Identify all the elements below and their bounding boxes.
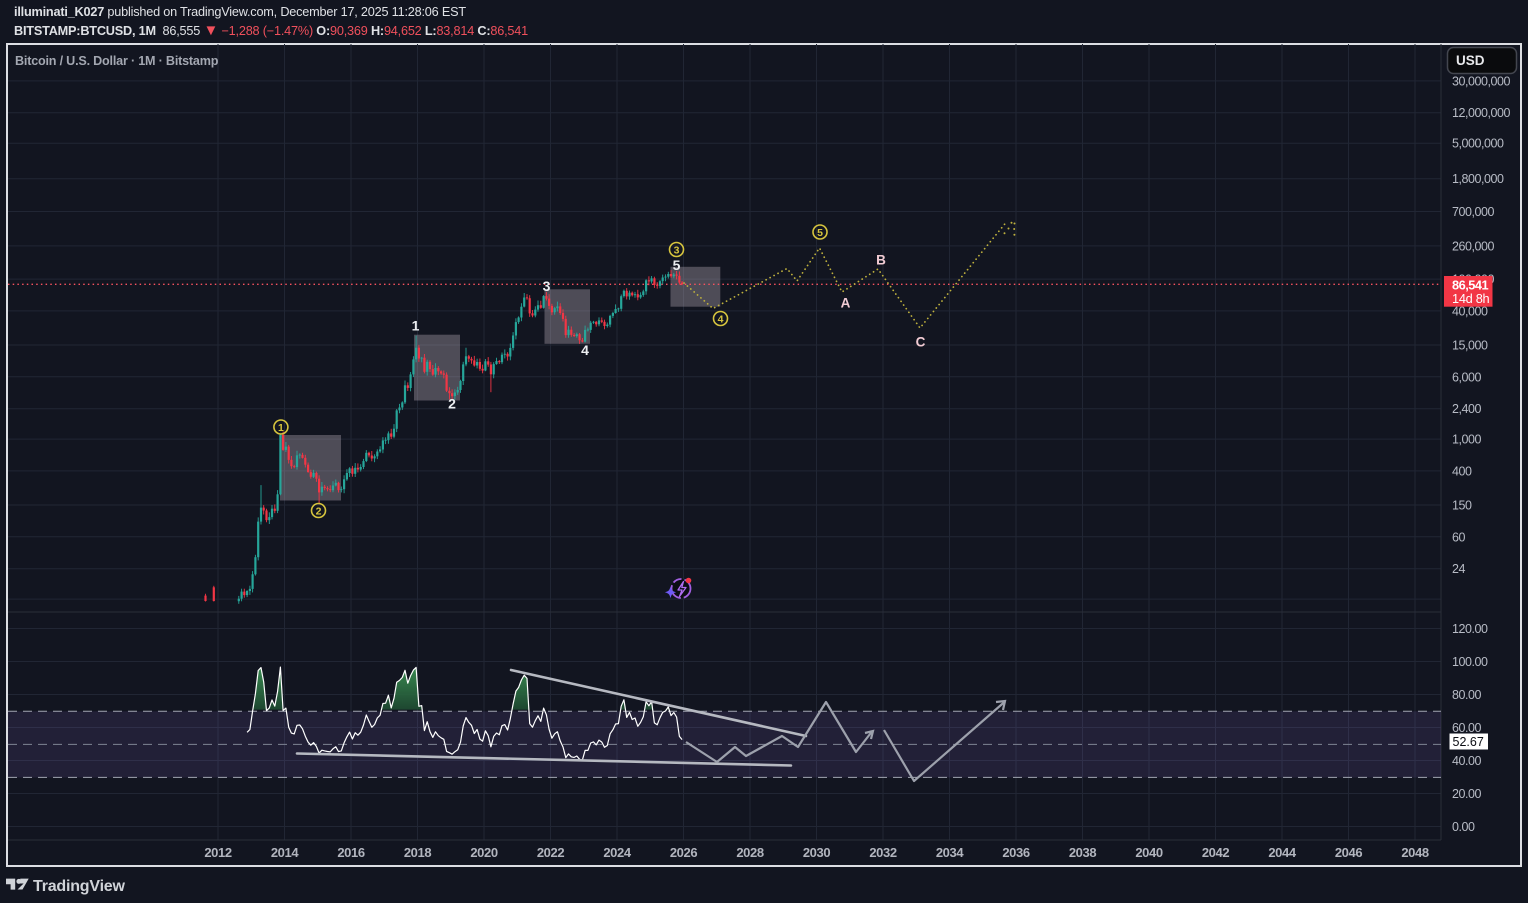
svg-text:5,000,000: 5,000,000: [1452, 137, 1504, 151]
svg-text:1,000: 1,000: [1452, 433, 1482, 447]
svg-text:2014: 2014: [271, 845, 299, 860]
svg-text:0.00: 0.00: [1452, 820, 1475, 834]
svg-text:Bitcoin / U.S. Dollar · 1M · B: Bitcoin / U.S. Dollar · 1M · Bitstamp: [15, 54, 219, 68]
svg-text:2018: 2018: [404, 845, 431, 860]
svg-text:6,000: 6,000: [1452, 370, 1482, 384]
svg-text:700,000: 700,000: [1452, 205, 1495, 219]
svg-text:USD: USD: [1456, 53, 1485, 68]
svg-text:15,000: 15,000: [1452, 339, 1488, 353]
svg-text:2016: 2016: [337, 845, 364, 860]
svg-text:52.67: 52.67: [1453, 735, 1484, 749]
svg-text:80.00: 80.00: [1452, 688, 1482, 702]
svg-text:B: B: [876, 253, 886, 268]
svg-text:120.00: 120.00: [1452, 622, 1488, 636]
svg-text:2: 2: [448, 396, 456, 412]
svg-text:3: 3: [674, 244, 680, 256]
svg-text:14d 8h: 14d 8h: [1452, 291, 1490, 306]
svg-text:2022: 2022: [537, 845, 564, 860]
svg-text:260,000: 260,000: [1452, 239, 1495, 253]
svg-text:5: 5: [817, 227, 823, 239]
svg-text:1: 1: [412, 318, 420, 334]
svg-text:C: C: [916, 335, 926, 350]
svg-text:2020: 2020: [470, 845, 497, 860]
svg-text:20.00: 20.00: [1452, 787, 1482, 801]
svg-text:40,000: 40,000: [1452, 304, 1488, 318]
svg-text:2042: 2042: [1202, 845, 1229, 860]
svg-text:40.00: 40.00: [1452, 754, 1482, 768]
svg-text:86,541: 86,541: [1452, 278, 1489, 293]
svg-text:4: 4: [718, 313, 724, 325]
svg-text:12,000,000: 12,000,000: [1452, 106, 1511, 120]
svg-text:2034: 2034: [936, 845, 964, 860]
svg-text:2040: 2040: [1135, 845, 1162, 860]
svg-text:2048: 2048: [1401, 845, 1428, 860]
svg-text:3: 3: [543, 278, 551, 294]
svg-text:2030: 2030: [803, 845, 830, 860]
svg-text:4: 4: [581, 342, 589, 358]
svg-text:2026: 2026: [670, 845, 697, 860]
svg-text:150: 150: [1452, 499, 1472, 513]
svg-text:2046: 2046: [1335, 845, 1362, 860]
svg-text:2044: 2044: [1268, 845, 1296, 860]
svg-text:1,800,000: 1,800,000: [1452, 172, 1504, 186]
svg-text:400: 400: [1452, 464, 1472, 478]
svg-text:24: 24: [1452, 562, 1466, 576]
svg-text:2036: 2036: [1002, 845, 1029, 860]
svg-text:TradingView: TradingView: [33, 878, 126, 895]
svg-text:60: 60: [1452, 530, 1466, 544]
svg-text:2,400: 2,400: [1452, 402, 1482, 416]
svg-text:5: 5: [673, 257, 681, 273]
svg-text:1: 1: [278, 422, 284, 434]
svg-text:2024: 2024: [603, 845, 631, 860]
svg-text:2012: 2012: [204, 845, 231, 860]
svg-text:2028: 2028: [736, 845, 763, 860]
svg-text:A: A: [841, 296, 851, 311]
svg-text:2032: 2032: [869, 845, 896, 860]
svg-text:30,000,000: 30,000,000: [1452, 74, 1511, 88]
svg-text:2038: 2038: [1069, 845, 1096, 860]
svg-text:100.00: 100.00: [1452, 655, 1488, 669]
svg-text:60.00: 60.00: [1452, 721, 1482, 735]
svg-text:2: 2: [316, 505, 322, 517]
